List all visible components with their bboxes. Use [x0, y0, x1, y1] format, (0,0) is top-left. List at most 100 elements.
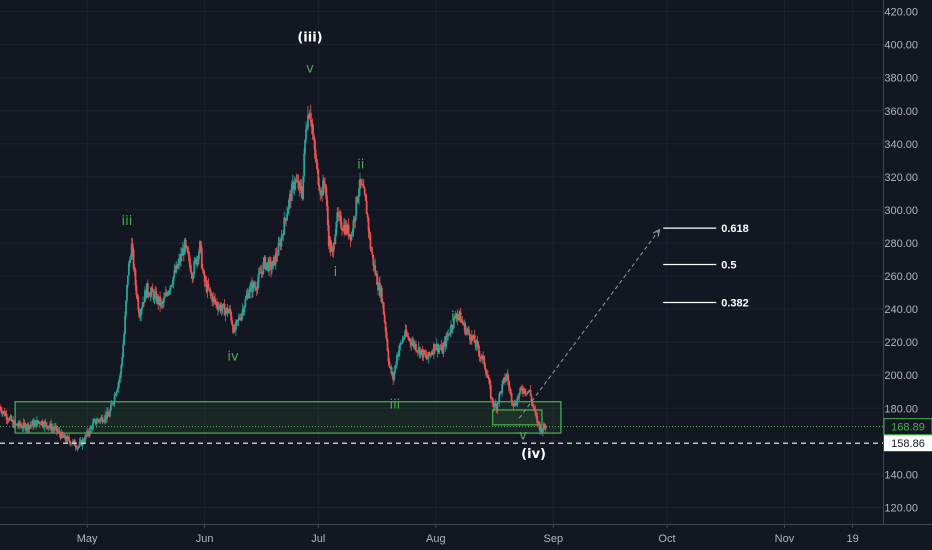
candle-body: [418, 347, 421, 356]
candle-body: [107, 411, 109, 415]
candle-body: [216, 302, 218, 307]
candle-body: [505, 378, 507, 382]
candle-body: [469, 339, 472, 342]
candle-body: [355, 196, 358, 216]
wave-label: (iv): [521, 447, 546, 462]
candle-body: [453, 315, 456, 318]
candle-body: [289, 194, 291, 200]
candle-body: [349, 234, 352, 240]
candle-body: [481, 355, 484, 359]
candle-body: [24, 424, 27, 431]
candle-body: [136, 295, 139, 298]
candle-body: [253, 286, 256, 288]
candle-body: [471, 335, 474, 339]
candle-body: [510, 393, 513, 402]
candle-body: [447, 334, 450, 337]
candle-body: [131, 243, 134, 250]
candle-body: [356, 196, 359, 203]
candle-body: [95, 422, 98, 425]
candle-body: [534, 408, 537, 413]
candle-body: [469, 334, 471, 340]
candle-body: [150, 288, 153, 292]
candle-body: [380, 287, 383, 302]
candle-body: [344, 224, 347, 235]
candle-body: [79, 440, 82, 443]
candle-body: [253, 282, 255, 287]
price-tick-label: 320.00: [884, 172, 918, 184]
candle-body: [59, 434, 62, 439]
candle-body: [527, 391, 530, 393]
candle-body: [354, 215, 357, 222]
candle-body: [321, 190, 324, 196]
candle-body: [77, 446, 80, 448]
candle-body: [339, 215, 342, 217]
candle-body: [520, 388, 522, 389]
candle-body: [251, 283, 253, 293]
candle-body: [148, 295, 151, 297]
candle-body: [528, 389, 531, 392]
candle-body: [422, 350, 425, 358]
candle-body: [424, 354, 427, 355]
candle-body: [454, 315, 457, 318]
candle-body: [385, 331, 388, 340]
price-axis-panel: [883, 0, 932, 550]
candle-body: [210, 293, 213, 296]
price-tick-label: 140.00: [884, 469, 918, 481]
candle-body: [297, 181, 300, 189]
candle-body: [472, 335, 475, 339]
candle-body: [133, 268, 136, 270]
last-price-badge: [883, 418, 932, 436]
candle-body: [18, 421, 20, 427]
wave-label: iii: [389, 397, 400, 412]
candle-body: [372, 254, 375, 266]
candle-body: [463, 323, 466, 326]
candle-body: [470, 335, 473, 342]
candle-body: [404, 329, 407, 336]
candle-body: [512, 404, 515, 406]
candle-body: [294, 179, 297, 184]
candle-body: [13, 421, 16, 428]
candle-body: [275, 253, 278, 257]
candle-body: [526, 391, 529, 394]
candle-body: [161, 301, 163, 304]
candle-body: [400, 342, 403, 344]
candle-body: [544, 426, 547, 429]
candle-body: [300, 186, 303, 194]
candle-body: [98, 420, 101, 422]
candle-body: [45, 422, 48, 426]
candle-body: [137, 297, 140, 311]
candle-body: [399, 343, 402, 345]
candle-body: [465, 330, 468, 335]
candle-body: [532, 404, 535, 408]
candle-body: [495, 407, 498, 410]
candle-body: [28, 425, 31, 430]
candle-body: [525, 392, 528, 394]
candle-body: [541, 427, 543, 433]
candle-body: [509, 389, 512, 394]
candle-body: [397, 350, 400, 357]
candle-body: [449, 332, 451, 335]
candle-body: [261, 271, 264, 274]
candle-body: [191, 274, 194, 279]
wave-label: iv: [227, 349, 239, 364]
candle-body: [160, 301, 162, 306]
candle-body: [504, 377, 506, 382]
candle-body: [444, 341, 447, 347]
candle-body: [488, 379, 491, 385]
candle-body: [194, 259, 197, 262]
candle-body: [213, 296, 216, 299]
candle-body: [502, 379, 504, 384]
candle-body: [27, 423, 30, 430]
candle-body: [211, 295, 214, 302]
candle-body: [369, 234, 372, 249]
candle-body: [303, 153, 306, 177]
candle-body: [128, 259, 131, 264]
candle-body: [325, 184, 327, 196]
candle-body: [111, 403, 114, 405]
candle-body: [304, 139, 306, 154]
candle-body: [232, 325, 234, 333]
candle-body: [477, 344, 480, 351]
candle-body: [58, 430, 61, 435]
candle-body: [535, 412, 538, 416]
